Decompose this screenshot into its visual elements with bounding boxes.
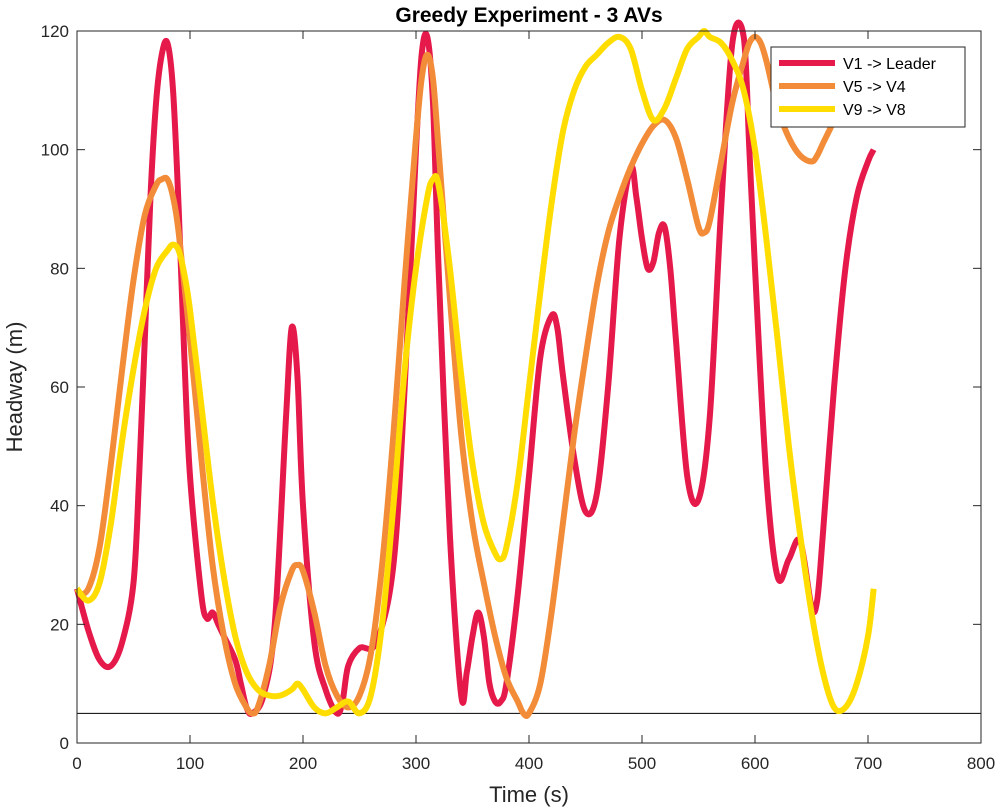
x-tick-label: 700	[854, 754, 882, 773]
x-tick-label: 300	[402, 754, 430, 773]
x-tick-label: 0	[72, 754, 81, 773]
chart-title: Greedy Experiment - 3 AVs	[395, 4, 662, 27]
y-tick-label: 100	[41, 141, 69, 160]
y-axis-label: Headway (m)	[2, 322, 27, 453]
x-axis-label: Time (s)	[489, 782, 569, 807]
legend-label-1: V1 -> Leader	[843, 56, 937, 73]
series-layer	[74, 19, 877, 719]
y-tick-label: 120	[41, 22, 69, 41]
x-tick-label: 500	[628, 754, 656, 773]
y-tick-label: 20	[50, 615, 69, 634]
x-tick-label: 400	[515, 754, 543, 773]
legend-label-2: V5 -> V4	[843, 79, 906, 96]
tick-layer: 0 100 200 300 400 500 600 700 800 0 20 40 60 80 100 120	[41, 22, 996, 773]
x-tick-label: 100	[176, 754, 204, 773]
series-line-2	[75, 33, 876, 719]
x-tick-label: 200	[289, 754, 317, 773]
legend-label-3: V9 -> V8	[843, 102, 906, 119]
series-line-1	[74, 19, 877, 717]
y-tick-label: 40	[50, 497, 69, 516]
x-tick-label: 800	[967, 754, 995, 773]
y-tick-label: 0	[60, 734, 69, 753]
legend: V1 -> Leader V5 -> V4 V9 -> V8	[770, 46, 966, 128]
x-tick-label: 600	[741, 754, 769, 773]
y-tick-label: 80	[50, 259, 69, 278]
series-line-3	[74, 28, 877, 717]
y-tick-label: 60	[50, 378, 69, 397]
